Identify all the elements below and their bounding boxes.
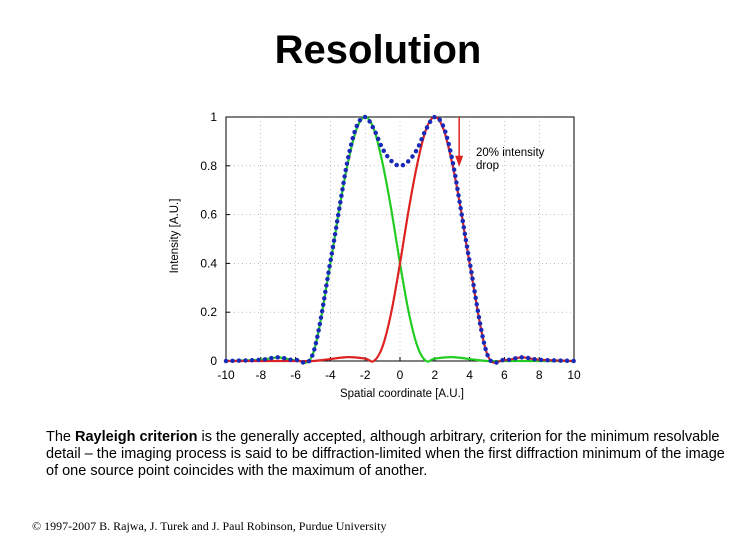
y-tick-label: 0.6 xyxy=(200,208,217,222)
x-tick-label: 0 xyxy=(397,368,404,382)
x-axis-label: Spatial coordinate [A.U.] xyxy=(340,388,464,400)
y-tick-label: 0.8 xyxy=(200,159,217,173)
y-tick-label: 0.4 xyxy=(200,256,217,270)
x-tick-label: 10 xyxy=(567,368,581,382)
x-tick-label: -6 xyxy=(290,368,301,382)
x-tick-label: 8 xyxy=(536,368,543,382)
y-axis-label: Intensity [A.U.] xyxy=(169,199,181,274)
intensity-drop-label: drop xyxy=(476,160,499,172)
x-tick-label: -8 xyxy=(255,368,266,382)
slide-title: Resolution xyxy=(274,28,482,72)
sum-intensity-line xyxy=(223,114,577,366)
intensity-drop-arrow-head xyxy=(455,155,464,167)
intensity-drop-label: 20% intensity xyxy=(476,147,545,159)
x-tick-label: -4 xyxy=(325,368,336,382)
x-tick-label: 6 xyxy=(501,368,508,382)
description-term: Rayleigh criterion xyxy=(75,429,198,445)
rayleigh-description: The Rayleigh criterion is the generally … xyxy=(46,429,726,480)
description-suffix: is the generally accepted, although arbi… xyxy=(46,429,725,479)
intensity-chart: -10 -8 -6 -4 -2 0 2 4 6 8 10 0 0.2 0.4 0.6 0.8 1 Spatial … xyxy=(169,110,581,400)
y-tick-label: 1 xyxy=(210,110,217,124)
x-tick-label: -2 xyxy=(360,368,371,382)
x-tick-label: 2 xyxy=(431,368,438,382)
y-tick-label: 0 xyxy=(210,354,217,368)
y-tick-label: 0.2 xyxy=(200,305,217,319)
x-tick-label: -10 xyxy=(217,368,235,382)
copyright-footer: © 1997-2007 B. Rajwa, J. Turek and J. Pa… xyxy=(32,519,387,533)
description-prefix: The xyxy=(46,429,76,445)
x-tick-label: 4 xyxy=(466,368,473,382)
